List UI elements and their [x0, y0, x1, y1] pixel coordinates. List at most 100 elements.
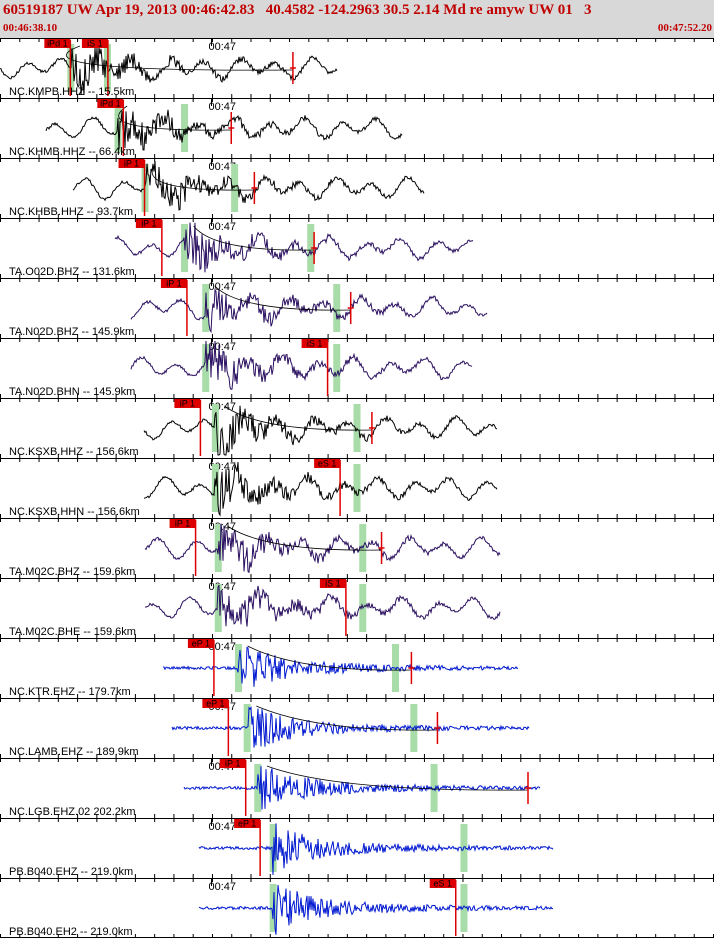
start-time: 00:46:38.10 — [3, 22, 58, 34]
pick-flag — [187, 639, 214, 648]
waveform-trace — [144, 523, 501, 574]
waveform-trace — [143, 405, 498, 456]
pick-label: iP 1 — [180, 399, 195, 409]
coda-curve — [266, 765, 529, 791]
channel-row: 00:47 iP 1 NC.KHBB.HHZ -- 93.7km — [0, 158, 714, 218]
channel-row: 00:47 iP 1 TA.O02D.BHZ -- 131.6km — [0, 218, 714, 278]
channel-row: 00:47 iS 1TA.M02C.BHE -- 159.6km — [0, 578, 714, 638]
channel-label: TA.N02D.BHN -- 145.9km — [9, 386, 135, 398]
channel-label: TA.O02D.BHZ -- 131.6km — [9, 266, 135, 278]
coda-curve — [227, 525, 382, 551]
pick-label: iP 1 — [175, 519, 190, 529]
end-time: 00:47:52.20 — [657, 22, 712, 34]
channel-row: 00:47 iPd 1 NC.KHMB.HHZ -- 66.4km — [0, 98, 714, 158]
pick-flag — [429, 879, 456, 888]
waveform-trace — [171, 705, 530, 748]
pick-label: eP 1 — [206, 699, 224, 709]
pick-label: iP 1 — [141, 219, 156, 229]
waveform-trace — [183, 766, 541, 810]
waveform-trace — [114, 222, 474, 273]
channel-label: NC.LGB.EHZ.02 202.2km — [9, 806, 136, 818]
coda-curve — [256, 705, 438, 731]
waveform-trace — [198, 884, 554, 935]
waveform-trace — [143, 462, 498, 517]
pick-label: iP 1 — [166, 279, 181, 289]
coda-curve — [224, 405, 372, 431]
channel-label: TA.M02C.BHZ -- 159.6km — [9, 566, 135, 578]
pick-flag — [44, 39, 71, 48]
pick-flag — [169, 519, 196, 528]
waveform-trace — [45, 109, 403, 151]
pick-label: iS 1 — [307, 339, 323, 349]
phase-window — [460, 884, 468, 932]
minute-label: 00:47 — [209, 101, 237, 113]
phase-window — [333, 344, 341, 392]
minute-label: 00:47 — [209, 641, 237, 653]
phase-window — [269, 824, 277, 872]
channel-label: NC.KMPB.HHZ -- 15.5km — [9, 86, 134, 98]
channel-label: NC.KHMB.HHZ -- 66.4km — [9, 146, 135, 158]
channel-row: 00:47 eP 1 PB.B040.EHZ -- 219.0km — [0, 818, 714, 878]
coda-curve — [193, 225, 315, 251]
phase-window — [202, 344, 210, 392]
channel-row: 00:47 eS 1 PB.B040.EH2 -- 219.0km — [0, 878, 714, 938]
pick-flag — [234, 819, 261, 828]
coda-curve — [214, 285, 351, 311]
coda-curve — [118, 105, 232, 131]
waveform-trace — [130, 288, 488, 334]
pick-flag — [319, 579, 346, 588]
pick-flag — [135, 219, 162, 228]
pick-label: iP 1 — [225, 759, 240, 769]
channel-label: NC.KTR.EHZ -- 179.7km — [9, 686, 131, 698]
channel-label: TA.N02D.BHZ -- 145.9km — [9, 326, 134, 338]
phase-window — [243, 704, 251, 752]
minute-label: 00:47 — [209, 281, 237, 293]
channel-label: PB.B040.EH2 -- 219.0km — [9, 926, 133, 938]
channel-label: PB.B040.EHZ -- 219.0km — [9, 866, 133, 878]
pick-label: eP 1 — [192, 639, 210, 649]
pick-flag — [118, 159, 145, 168]
pick-flag — [81, 39, 108, 48]
waveform-trace — [72, 160, 425, 211]
phase-window — [211, 464, 219, 512]
pick-flag — [301, 339, 328, 348]
channel-label: NC.KHBB.HHZ -- 93.7km — [9, 206, 133, 218]
pick-label: iS 1 — [325, 579, 341, 589]
pick-label: iP 1 — [124, 159, 139, 169]
channel-label: NC.LAMB.EHZ -- 189.9km — [9, 746, 139, 758]
phase-window — [333, 284, 341, 332]
pick-label: iPd 1 — [100, 99, 121, 109]
channel-row: 00:47 iP 1 TA.N02D.BHZ -- 145.9km — [0, 278, 714, 338]
minute-label: 00:47 — [209, 41, 237, 53]
pick-flag — [202, 699, 229, 708]
minute-label: 00:47 — [209, 821, 237, 833]
phase-window — [231, 164, 239, 212]
pick-label: eS 1 — [318, 459, 337, 469]
coda-curve — [247, 645, 412, 671]
pick-label: iS 1 — [87, 39, 103, 49]
waveform-trace — [0, 47, 338, 96]
phase-window — [181, 104, 189, 152]
phase-window — [430, 764, 438, 812]
channel-row: 00:47 iS 1TA.N02D.BHN -- 145.9km — [0, 338, 714, 398]
waveform-trace — [130, 340, 473, 390]
phase-window — [254, 764, 262, 812]
event-header: 60519187 UW Apr 19, 2013 00:46:42.83 40.… — [0, 0, 714, 38]
pick-label: eS 1 — [433, 879, 452, 889]
coda-curve — [151, 165, 255, 191]
event-title: 60519187 UW Apr 19, 2013 00:46:42.83 40.… — [3, 2, 592, 18]
phase-window — [353, 464, 361, 512]
minute-label: 00:47 — [209, 161, 237, 173]
channel-label: TA.M02C.BHE -- 159.6km — [9, 626, 136, 638]
channel-label: NC.KSXB.HHN -- 156.6km — [9, 506, 140, 518]
phase-window — [214, 584, 222, 632]
minute-label: 00:47 — [209, 221, 237, 233]
waveform-trace — [144, 584, 501, 627]
pick-flag — [174, 399, 201, 408]
pick-flag — [314, 459, 341, 468]
